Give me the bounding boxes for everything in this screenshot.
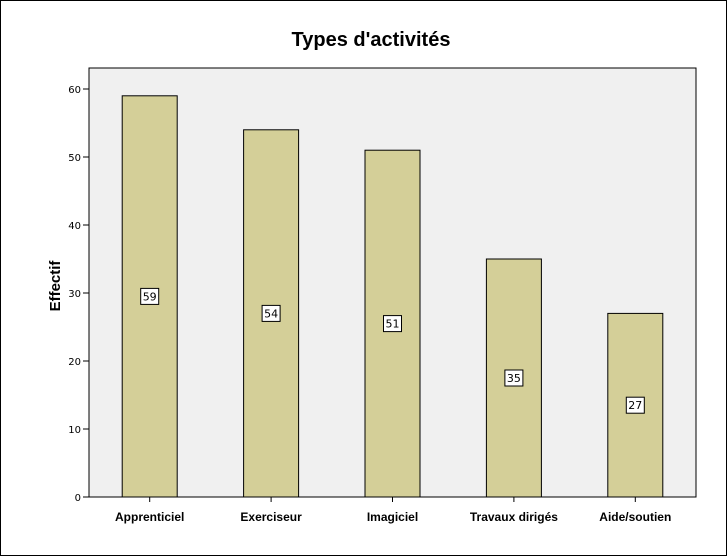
data-label: 27 (628, 399, 642, 412)
y-tick-label: 10 (68, 425, 81, 436)
data-labels-group: 59 54 51 35 27 (140, 287, 645, 414)
y-tick-label: 60 (68, 85, 81, 96)
data-label: 59 (143, 290, 157, 303)
y-axis: 0 10 20 30 40 50 60 (68, 85, 89, 504)
y-tick-label: 40 (68, 221, 81, 232)
x-axis: Apprenticiel Exerciseur Imagiciel Travaux d… (115, 497, 671, 524)
chart-title: Types d'activités (292, 29, 451, 51)
y-tick-label: 20 (68, 357, 81, 368)
data-label: 54 (264, 307, 278, 320)
y-axis-title: Effectif (47, 260, 64, 312)
x-category-label: Apprenticiel (115, 510, 184, 524)
x-category-label: Imagiciel (367, 510, 418, 524)
y-tick-label: 50 (68, 153, 81, 164)
y-tick-label: 30 (68, 289, 81, 300)
data-label-box (261, 304, 281, 322)
bars-group (121, 95, 664, 498)
bar (243, 129, 300, 498)
data-label-box (504, 369, 524, 387)
x-category-label: Aide/soutien (599, 510, 671, 524)
x-category-label: Exerciseur (240, 510, 302, 524)
x-category-label: Travaux dirigés (470, 510, 558, 524)
y-tick-label: 0 (75, 493, 81, 504)
data-label: 51 (386, 318, 400, 331)
data-label-box (625, 396, 645, 414)
data-label-box (140, 287, 160, 305)
data-label: 35 (507, 372, 521, 385)
data-label-box (383, 315, 402, 333)
